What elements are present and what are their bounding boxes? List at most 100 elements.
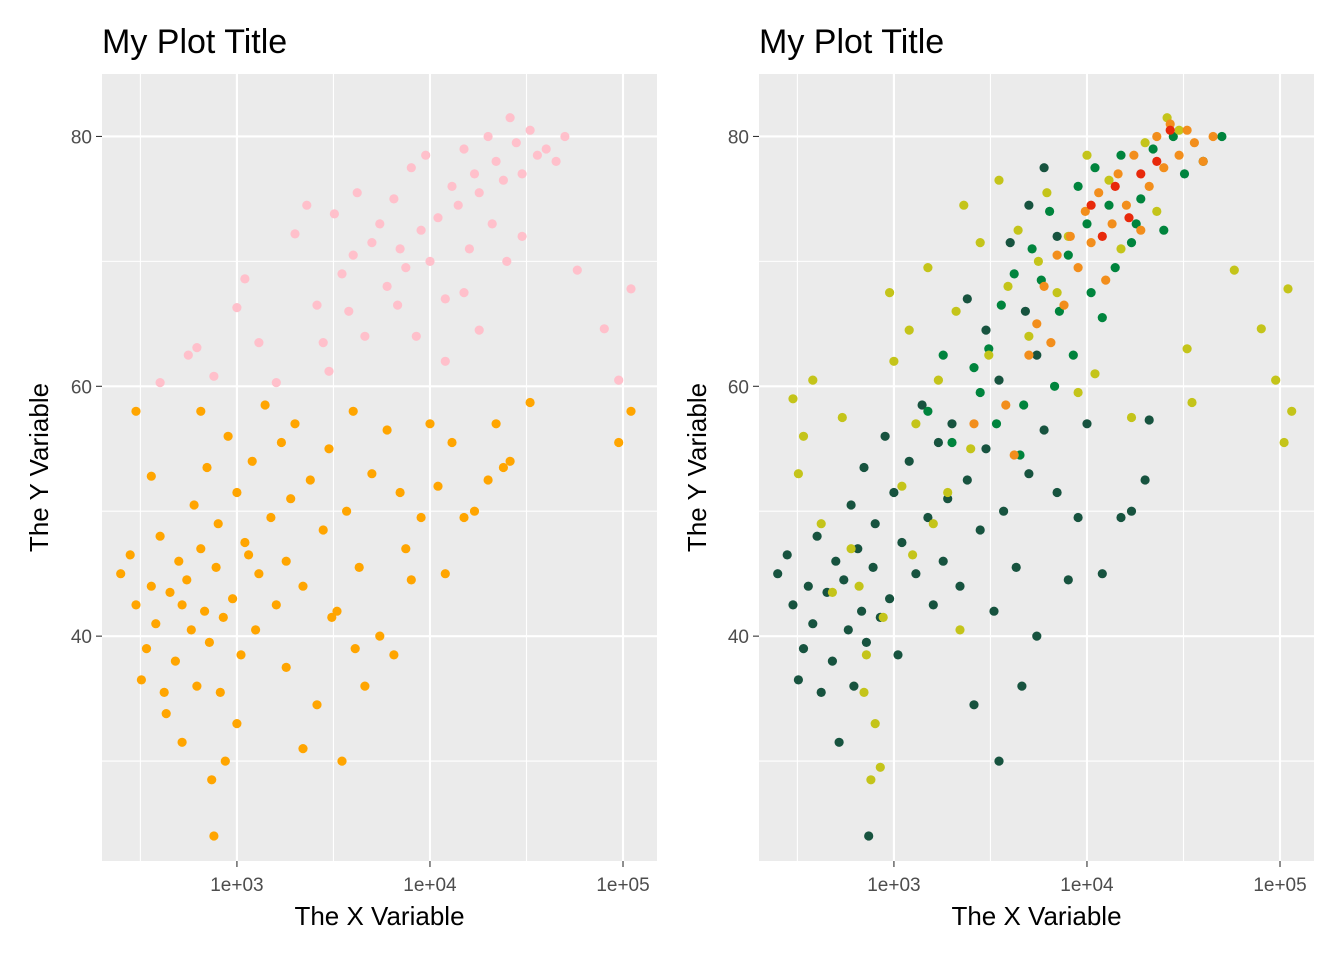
data-point <box>1140 475 1150 485</box>
data-point <box>1052 231 1062 241</box>
data-point <box>337 756 347 766</box>
data-point <box>846 544 856 554</box>
data-point <box>893 650 903 660</box>
data-point <box>955 581 965 591</box>
data-point <box>1024 331 1034 341</box>
data-point <box>989 606 999 616</box>
data-point <box>209 831 219 841</box>
data-point <box>151 619 161 629</box>
data-point <box>1152 156 1162 166</box>
data-point <box>853 544 863 554</box>
y-axis-label: The Y Variable <box>24 383 54 552</box>
data-point <box>889 487 899 498</box>
data-point <box>1086 238 1096 248</box>
data-point <box>793 469 804 479</box>
data-point <box>1019 400 1029 410</box>
data-point <box>196 544 206 554</box>
data-point <box>1131 219 1141 229</box>
data-point <box>182 575 192 585</box>
data-point <box>211 562 221 573</box>
data-point <box>808 619 818 629</box>
x-axis-label: The X Variable <box>294 901 464 931</box>
data-point <box>969 419 979 429</box>
data-point <box>541 144 551 154</box>
data-point <box>1063 250 1073 260</box>
data-point <box>933 375 944 385</box>
data-point <box>318 525 328 535</box>
data-point <box>1182 125 1192 135</box>
chart-panel-2: 1e+03 1e+04 1e+05 40 60 80 My Plot Title The X … <box>682 23 1314 931</box>
data-point <box>923 512 933 523</box>
data-point <box>975 525 985 535</box>
data-point <box>406 163 416 173</box>
data-point <box>1165 125 1175 135</box>
data-point <box>332 606 342 616</box>
x-tick-label: 1e+03 <box>210 875 263 896</box>
data-point <box>1011 562 1021 573</box>
data-point <box>1107 219 1117 229</box>
data-point <box>943 487 953 498</box>
data-point <box>1152 131 1162 142</box>
data-point <box>889 356 899 366</box>
data-point <box>416 512 426 523</box>
data-point <box>505 113 515 123</box>
data-point <box>1086 200 1096 210</box>
data-point <box>870 519 880 529</box>
data-point <box>1113 169 1123 179</box>
data-point <box>1152 206 1162 216</box>
data-point <box>459 144 469 154</box>
data-point <box>395 487 405 498</box>
data-point <box>1256 324 1266 334</box>
data-point <box>327 612 337 623</box>
points-layer <box>116 113 636 841</box>
points-layer <box>773 113 1297 841</box>
data-point <box>1073 387 1083 398</box>
data-point <box>1189 138 1199 148</box>
data-point <box>425 256 435 266</box>
data-point <box>281 662 291 673</box>
data-point <box>1017 681 1027 691</box>
data-point <box>861 650 872 660</box>
data-point <box>1140 138 1150 148</box>
data-point <box>382 281 392 291</box>
data-point <box>131 406 141 416</box>
data-point <box>141 644 152 654</box>
data-point <box>186 625 196 635</box>
data-point <box>440 569 450 579</box>
data-point <box>440 294 450 304</box>
data-point <box>1052 250 1062 260</box>
x-axis-label: The X Variable <box>951 901 1121 931</box>
data-point <box>318 338 328 348</box>
data-point <box>125 550 135 560</box>
data-point <box>875 762 885 772</box>
data-point <box>843 625 853 635</box>
data-point <box>868 562 878 573</box>
data-point <box>1126 412 1137 423</box>
data-point <box>1020 306 1030 316</box>
data-point <box>994 375 1004 385</box>
data-point <box>1182 344 1192 354</box>
data-point <box>251 625 261 635</box>
data-point <box>146 471 156 481</box>
data-point <box>614 375 624 385</box>
data-point <box>1208 131 1218 142</box>
data-point <box>955 625 965 635</box>
data-point <box>798 644 809 654</box>
data-point <box>505 456 515 466</box>
data-point <box>447 181 457 191</box>
data-point <box>880 431 890 441</box>
data-point <box>917 400 927 410</box>
data-point <box>1116 512 1126 523</box>
data-point <box>1073 263 1083 273</box>
data-point <box>312 700 322 710</box>
data-point <box>1116 150 1126 160</box>
data-point <box>200 606 210 616</box>
data-point <box>474 325 484 335</box>
data-point <box>1065 231 1075 241</box>
data-point <box>459 512 469 523</box>
data-point <box>904 325 914 335</box>
y-tick-label: 80 <box>728 127 749 148</box>
data-point <box>793 675 804 685</box>
data-point <box>298 581 308 591</box>
